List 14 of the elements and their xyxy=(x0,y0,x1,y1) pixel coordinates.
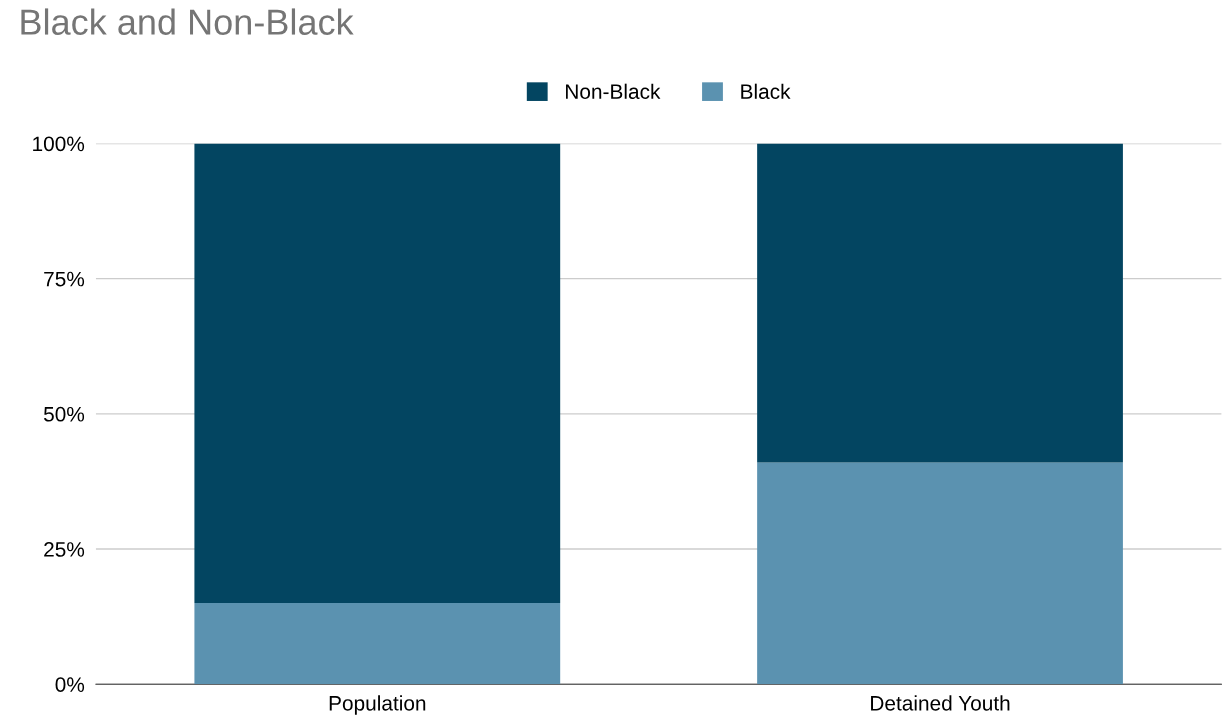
bar xyxy=(194,143,561,604)
y-tick-label: 75% xyxy=(44,271,85,287)
y-tick-label: 25% xyxy=(44,542,85,557)
chart-title: Black and Non-Black xyxy=(21,8,354,35)
bar xyxy=(757,143,1123,463)
legend-label: Black xyxy=(741,83,791,99)
bar xyxy=(757,462,1123,685)
y-tick-label: 100% xyxy=(33,136,85,152)
y-tick-label: 0% xyxy=(55,677,85,692)
legend-label: Non-Black xyxy=(566,83,661,99)
x-tick-label: Population xyxy=(329,695,426,715)
x-tick-label: Detained Youth xyxy=(871,695,1010,711)
y-tick-label: 50% xyxy=(43,406,85,422)
bar xyxy=(194,603,561,685)
